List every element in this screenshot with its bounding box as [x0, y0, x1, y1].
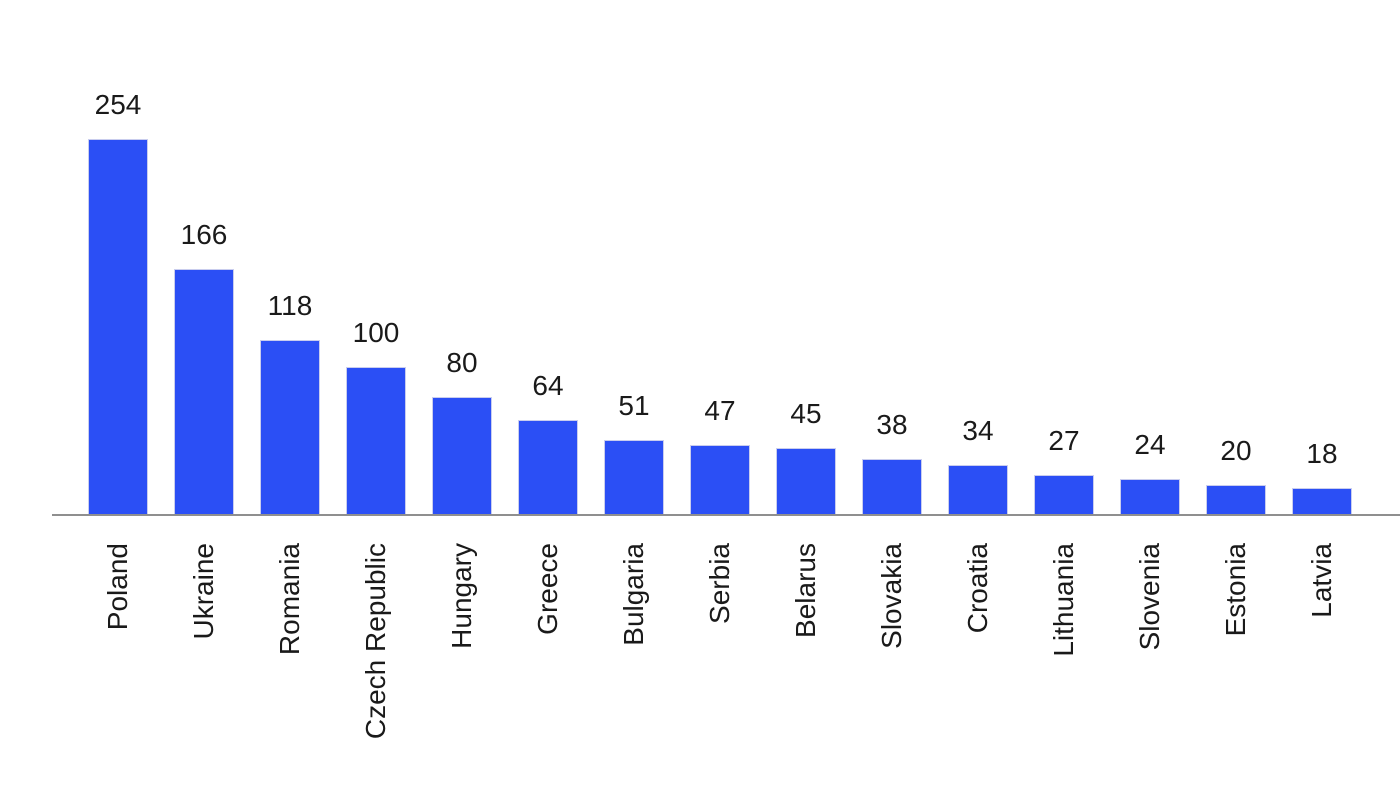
x-tick-label-estonia: Estonia	[1219, 543, 1251, 637]
x-tick-label-hungary: Hungary	[445, 543, 477, 649]
value-label-belarus: 45	[790, 398, 822, 430]
x-tick-poland: Poland	[88, 543, 148, 739]
x-tick-slovenia: Slovenia	[1120, 543, 1180, 739]
x-tick-lithuania: Lithuania	[1034, 543, 1094, 739]
bar-czech-republic	[346, 367, 406, 515]
x-tick-croatia: Croatia	[948, 543, 1008, 739]
x-tick-serbia: Serbia	[690, 543, 750, 739]
value-label-estonia: 20	[1220, 435, 1252, 467]
value-label-latvia: 18	[1306, 438, 1338, 470]
x-tick-label-poland: Poland	[101, 543, 133, 631]
bar-slot-croatia: 34	[948, 415, 1008, 515]
value-label-hungary: 80	[446, 347, 478, 379]
value-label-slovakia: 38	[876, 409, 908, 441]
x-axis-line	[52, 514, 1400, 516]
value-label-czech-republic: 100	[352, 317, 400, 349]
bar-slot-estonia: 20	[1206, 435, 1266, 515]
x-tick-label-bulgaria: Bulgaria	[617, 543, 649, 646]
x-tick-latvia: Latvia	[1292, 543, 1352, 739]
bar-slot-greece: 64	[518, 370, 578, 515]
bar-bulgaria	[604, 440, 664, 515]
bar-slot-latvia: 18	[1292, 438, 1352, 515]
value-label-slovenia: 24	[1134, 429, 1166, 461]
x-tick-hungary: Hungary	[432, 543, 492, 739]
bar-ukraine	[174, 269, 234, 515]
bar-poland	[88, 139, 148, 515]
bar-croatia	[948, 465, 1008, 515]
x-tick-label-latvia: Latvia	[1305, 543, 1337, 618]
bar-slot-belarus: 45	[776, 398, 836, 515]
value-label-ukraine: 166	[180, 219, 228, 251]
x-tick-label-croatia: Croatia	[961, 543, 993, 634]
value-label-bulgaria: 51	[618, 390, 650, 422]
bar-slot-poland: 254	[88, 89, 148, 515]
x-tick-label-serbia: Serbia	[703, 543, 735, 624]
bar-hungary	[432, 397, 492, 515]
bar-slot-serbia: 47	[690, 395, 750, 515]
value-label-lithuania: 27	[1048, 425, 1080, 457]
bar-slot-lithuania: 27	[1034, 425, 1094, 515]
x-tick-label-czech-republic: Czech Republic	[359, 543, 391, 740]
value-label-greece: 64	[532, 370, 564, 402]
x-tick-ukraine: Ukraine	[174, 543, 234, 739]
bar-slot-romania: 118	[260, 290, 320, 515]
bar-belarus	[776, 448, 836, 515]
bar-slot-ukraine: 166	[174, 219, 234, 515]
bar-serbia	[690, 445, 750, 515]
x-tick-label-ukraine: Ukraine	[187, 543, 219, 640]
bar-lithuania	[1034, 475, 1094, 515]
x-tick-label-slovakia: Slovakia	[875, 543, 907, 649]
bar-slovenia	[1120, 479, 1180, 515]
bar-slot-slovenia: 24	[1120, 429, 1180, 515]
x-tick-label-belarus: Belarus	[789, 543, 821, 638]
value-label-romania: 118	[267, 290, 313, 322]
x-tick-label-lithuania: Lithuania	[1047, 543, 1079, 657]
value-label-serbia: 47	[704, 395, 736, 427]
bar-slot-czech-republic: 100	[346, 317, 406, 515]
bar-slot-hungary: 80	[432, 347, 492, 515]
bars-area: 254 166 118 100 80 64 51 47 45 38 34 27 24 20 18	[88, 0, 1352, 515]
bar-slot-bulgaria: 51	[604, 390, 664, 515]
bar-latvia	[1292, 488, 1352, 515]
bar-slovakia	[862, 459, 922, 515]
x-tick-bulgaria: Bulgaria	[604, 543, 664, 739]
x-tick-belarus: Belarus	[776, 543, 836, 739]
bar-romania	[260, 340, 320, 515]
x-tick-greece: Greece	[518, 543, 578, 739]
value-label-croatia: 34	[962, 415, 994, 447]
x-tick-czech-republic: Czech Republic	[346, 543, 406, 739]
x-tick-romania: Romania	[260, 543, 320, 739]
x-tick-label-romania: Romania	[273, 543, 305, 656]
x-tick-slovakia: Slovakia	[862, 543, 922, 739]
x-tick-label-slovenia: Slovenia	[1133, 543, 1165, 651]
x-tick-estonia: Estonia	[1206, 543, 1266, 739]
value-label-poland: 254	[94, 89, 142, 121]
bar-greece	[518, 420, 578, 515]
x-tick-label-greece: Greece	[531, 543, 563, 635]
bar-slot-slovakia: 38	[862, 409, 922, 515]
bar-estonia	[1206, 485, 1266, 515]
x-axis-labels: Poland Ukraine Romania Czech Republic Hungar…	[88, 543, 1352, 739]
